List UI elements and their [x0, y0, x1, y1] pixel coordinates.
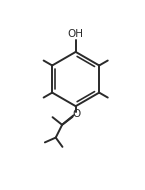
Text: OH: OH: [68, 29, 84, 39]
Text: O: O: [72, 109, 81, 119]
